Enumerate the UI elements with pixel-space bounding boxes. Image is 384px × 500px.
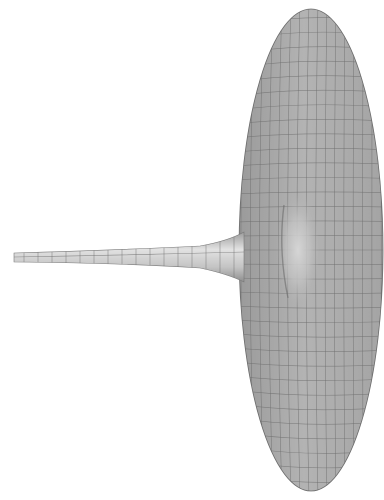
mesh-line xyxy=(239,162,383,167)
mesh-line xyxy=(14,251,244,258)
mesh-line xyxy=(239,319,383,323)
mesh-line xyxy=(239,305,383,309)
horn xyxy=(13,231,245,283)
mesh-line xyxy=(239,148,383,153)
mesh-line xyxy=(239,191,383,195)
mesh-line xyxy=(239,375,383,382)
mesh-line xyxy=(239,361,383,367)
bump-shadow xyxy=(281,204,289,299)
mesh-line xyxy=(239,118,383,125)
mesh-line xyxy=(239,133,383,139)
bump-highlight xyxy=(276,192,320,308)
mesh-line xyxy=(239,347,383,352)
mesh-line xyxy=(239,177,383,181)
mesh-line xyxy=(239,333,383,338)
